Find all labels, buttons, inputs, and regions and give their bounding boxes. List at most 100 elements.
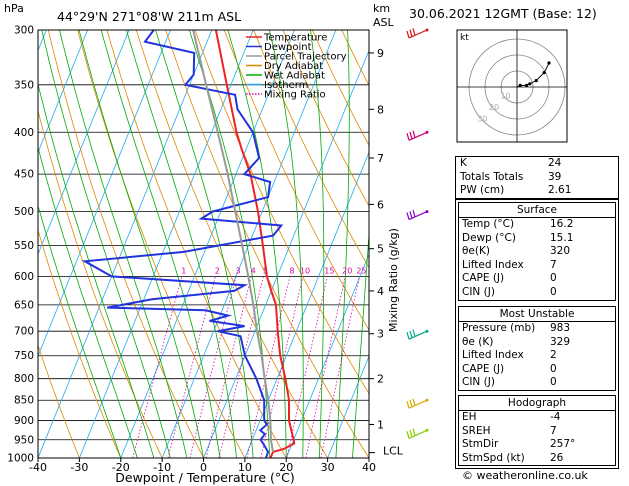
pressure-tick-label: 900	[14, 415, 34, 427]
index-value: 2.61	[548, 184, 572, 197]
mixing-ratio-line	[320, 276, 360, 458]
hodograph-ring-label: 20	[489, 103, 499, 112]
wind-barb-flag	[406, 332, 410, 340]
wet-adiabat	[352, 227, 369, 458]
pressure-tick-label: 350	[14, 79, 34, 91]
km-tick-label: 4	[377, 285, 384, 298]
index-value: 0	[550, 272, 557, 285]
isotherm	[38, 30, 89, 154]
pressure-tick-label: 500	[14, 206, 34, 218]
wet-adiabat	[59, 30, 188, 458]
section-title: Surface	[459, 203, 615, 218]
wind-barb-flag	[412, 398, 416, 406]
index-label: K	[460, 157, 467, 169]
index-value: 983	[550, 322, 571, 334]
wind-barb-flag	[406, 431, 410, 439]
x-tick-label: -30	[70, 461, 88, 474]
surface-section: Surface Temp (°C) 16.2 Dewp (°C) 15.1 θe(K) 32…	[458, 202, 616, 301]
dry-adiabat	[38, 343, 80, 458]
location-label: 44°29'N 271°08'W 211m ASL	[57, 9, 241, 24]
wind-barb-flag	[406, 133, 410, 141]
wet-adiabat	[335, 30, 350, 458]
legend-entry: Dewpoint	[264, 42, 312, 53]
isotherm	[244, 151, 369, 458]
x-tick-label: 10	[238, 461, 252, 474]
index-label: SREH	[462, 424, 491, 437]
index-label: CAPE (J)	[462, 362, 505, 375]
wind-barb-flag	[409, 211, 413, 219]
km-tick-label: 1	[377, 418, 384, 431]
index-label: CAPE (J)	[462, 272, 505, 285]
wet-adiabat	[78, 30, 204, 458]
wind-barb-point	[425, 428, 429, 432]
hodograph-point	[534, 79, 538, 83]
wind-barb-point	[425, 130, 429, 134]
isotherm	[0, 30, 5, 458]
index-value: 15.1	[550, 231, 574, 244]
mixing-ratio-label: 1	[181, 266, 186, 275]
index-label: Lifted Index	[462, 349, 524, 362]
pressure-tick-label: 450	[14, 169, 34, 181]
km-tick-label: 5	[377, 243, 384, 256]
wind-barb-flag	[412, 329, 416, 337]
x-tick-label: 20	[279, 461, 293, 474]
index-row: EH -4	[459, 411, 615, 425]
wind-barb-flag	[412, 28, 416, 36]
legend-entry: Wet Adiabat	[264, 71, 325, 82]
mixing-ratio-line	[218, 276, 264, 458]
pressure-tick-label: 300	[14, 25, 34, 37]
mixing-ratio-label: 8	[289, 266, 294, 275]
index-value: 320	[550, 245, 571, 258]
pressure-tick-label: 650	[14, 299, 34, 311]
isotherm	[79, 30, 254, 458]
mixing-ratio-label: 3	[236, 266, 241, 275]
index-label: StmDir	[462, 438, 499, 451]
hodograph-point	[528, 82, 532, 86]
dry-adiabat	[282, 30, 369, 207]
index-row: K 24	[456, 157, 618, 171]
index-row: θe(K) 320	[459, 245, 615, 259]
wet-adiabat	[38, 204, 122, 458]
wind-barb	[406, 28, 429, 39]
index-label: EH	[462, 411, 477, 423]
isotherm	[203, 49, 369, 458]
dry-adiabat	[165, 30, 369, 458]
wind-barb-flag	[406, 401, 410, 409]
pressure-tick-label: 800	[14, 373, 34, 385]
mixing-ratio-line	[189, 276, 237, 458]
section-title: Hodograph	[459, 396, 615, 411]
x-tick-label: -40	[29, 461, 47, 474]
index-row: Temp (°C) 16.2	[459, 218, 615, 232]
index-row: Dewp (°C) 15.1	[459, 232, 615, 246]
index-value: 39	[548, 170, 562, 183]
wet-adiabat	[38, 146, 138, 458]
index-value: 26	[550, 451, 564, 464]
wet-adiabat	[310, 30, 325, 458]
index-label: Totals Totals	[460, 170, 524, 183]
section-title: Most Unstable	[459, 307, 615, 322]
index-row: Lifted Index 7	[459, 259, 615, 273]
mixing-ratio-label: 2	[215, 266, 220, 275]
mixing-ratio-label: 20	[342, 266, 352, 275]
x-tick-label: -20	[112, 461, 130, 474]
wet-adiabat	[100, 30, 221, 458]
most-unstable-section: Most Unstable Pressure (mb) 983 θe (K) 329 Li…	[458, 306, 616, 391]
hodograph-section: Hodograph EH -4 SREH 7 StmDir 257° StmSpd (kt) 2…	[458, 395, 616, 467]
wet-adiabat	[155, 30, 254, 458]
index-row: CAPE (J) 0	[459, 363, 615, 377]
index-row: StmSpd (kt) 26	[459, 452, 615, 466]
wet-adiabat	[41, 30, 171, 458]
km-tick-label: 8	[377, 103, 384, 116]
index-row: Pressure (mb) 983	[459, 322, 615, 336]
skewt-axes: 3003504004505005506006507007508008509009…	[7, 25, 404, 475]
index-label: PW (cm)	[460, 184, 505, 197]
index-label: StmSpd (kt)	[462, 451, 525, 464]
index-label: Lifted Index	[462, 258, 524, 271]
index-row: Lifted Index 2	[459, 349, 615, 363]
copyright: © weatheronline.co.uk	[462, 469, 588, 482]
mixing-ratio-line	[132, 276, 183, 458]
legend-entry: Mixing Ratio	[264, 90, 326, 101]
km-tick-label: 6	[377, 198, 384, 211]
